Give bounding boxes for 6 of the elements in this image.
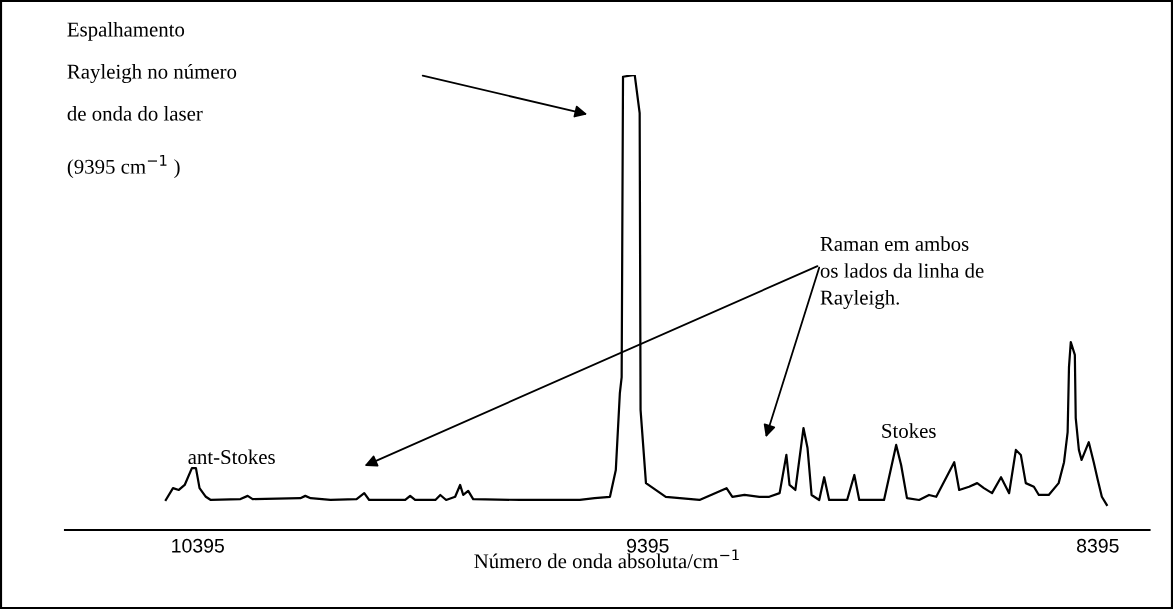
annotation: ant-Stokes	[188, 449, 275, 465]
annotation: Raman em ambos os lados da linha de Rayleigh.	[820, 236, 984, 309]
x-tick-label: 8395	[1077, 538, 1119, 553]
x-tick-label: 10395	[172, 538, 224, 553]
annotation: Stokes	[882, 423, 936, 438]
text: Espalhamento Rayleigh no número de onda do laser (9395 cm$^{−1}$ )	[67, 21, 237, 179]
